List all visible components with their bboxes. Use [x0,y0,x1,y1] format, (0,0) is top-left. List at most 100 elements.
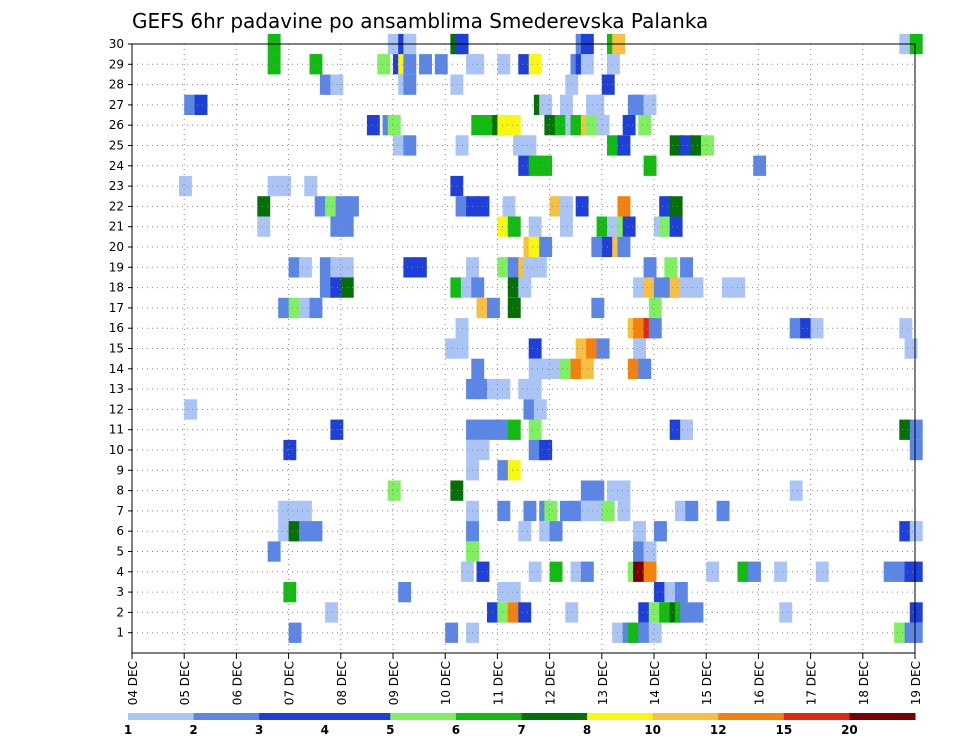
heatmap-cell [633,277,646,298]
heatmap-cell [507,257,521,278]
colorbar-segment [718,713,785,720]
heatmap-cell [528,155,542,176]
colorbar-segment [521,713,588,720]
heatmap-cell [513,135,526,156]
heatmap-cell [523,399,537,420]
heatmap-cell [179,175,192,197]
heatmap-cell [737,561,751,582]
heatmap-cell [450,74,464,95]
heatmap-cell [309,54,323,75]
heatmap-cell [299,297,312,319]
colorbar-label: 8 [583,723,591,737]
heatmap-cell [544,500,558,522]
colorbar-segment [390,713,457,720]
heatmap-cell [680,419,693,440]
y-tick-label: 10 [109,443,124,457]
heatmap-cell [434,54,448,75]
heatmap-cell [643,94,657,115]
heatmap-cell [299,500,312,522]
y-tick-label: 8 [116,484,124,498]
y-tick-label: 25 [109,139,124,153]
x-tick-label: 09 DEC [387,661,401,705]
heatmap-cell [267,54,281,75]
heatmap-cell [539,155,553,176]
heatmap-cell [570,115,584,136]
heatmap-cell [549,561,563,582]
colorbar-segment [849,713,916,720]
heatmap-cell [633,541,646,562]
y-tick-label: 2 [116,605,124,619]
heatmap-cell [654,521,667,542]
heatmap-cell [194,94,208,115]
heatmap-cell [184,399,198,420]
heatmap-cell [330,419,344,440]
heatmap-cell [319,277,333,298]
heatmap-cell [419,54,432,75]
heatmap-cell [507,582,521,603]
heatmap-cell [570,561,584,582]
heatmap-cell [654,277,667,298]
heatmap-cell [680,277,693,298]
y-tick-label: 28 [109,78,124,92]
y-tick-label: 29 [109,57,124,71]
heatmap-cell [518,54,532,75]
heatmap-cell [674,500,688,522]
heatmap-cell [680,602,693,623]
heatmap-cell [319,257,333,278]
heatmap-cell [403,74,417,95]
heatmap-cell [899,318,913,339]
heatmap-cell [533,257,547,278]
heatmap-cell [507,297,521,319]
heatmap-cell [528,439,542,461]
heatmap-cell [617,236,631,258]
heatmap-cell [507,277,521,298]
heatmap-cell [800,318,814,339]
heatmap-cell [528,419,542,440]
heatmap-cell [601,236,615,258]
heatmap-cell [680,257,693,278]
colorbar-label: 6 [452,723,460,737]
x-tick-label: 05 DEC [178,661,192,705]
x-tick-label: 18 DEC [857,661,871,705]
heatmap-cell [638,358,652,379]
heatmap-cell [627,622,641,643]
heatmap-cell [325,196,338,217]
heatmap-cell [909,561,923,582]
y-tick-label: 3 [116,585,124,599]
heatmap-cell [617,196,631,217]
heatmap-cell [607,54,620,75]
heatmap-cell [601,500,615,522]
heatmap-cell [899,419,913,440]
heatmap-cell [633,561,646,582]
heatmap-cell [288,297,302,319]
heatmap-cell [450,480,464,501]
x-tick-label: 12 DEC [544,661,558,705]
heatmap-cell [622,216,636,237]
heatmap-cell [528,358,542,379]
x-tick-label: 19 DEC [909,661,923,705]
heatmap-cell [560,500,573,522]
heatmap-cell [789,480,803,501]
heatmap-cell [330,74,344,95]
heatmap-cell [565,74,579,95]
colorbar-label: 3 [255,723,263,737]
heatmap-cell [716,500,730,522]
heatmap-cell [299,521,312,542]
heatmap-cell [304,175,318,197]
heatmap-cell [377,54,391,75]
heatmap-cell [330,216,344,237]
heatmap-cell [669,135,683,156]
heatmap-cell [643,277,657,298]
y-tick-label: 9 [116,463,124,477]
heatmap-cell [267,541,281,562]
heatmap-cell [403,54,417,75]
heatmap-cell [633,521,646,542]
heatmap-cell [518,378,532,400]
y-tick-label: 21 [109,220,124,234]
colorbar-label: 7 [517,723,525,737]
heatmap-cell [283,439,297,461]
plot-frame [131,43,916,654]
x-tick-label: 15 DEC [700,661,714,705]
heatmap-cell [753,155,767,176]
heatmap-cell [445,338,459,359]
